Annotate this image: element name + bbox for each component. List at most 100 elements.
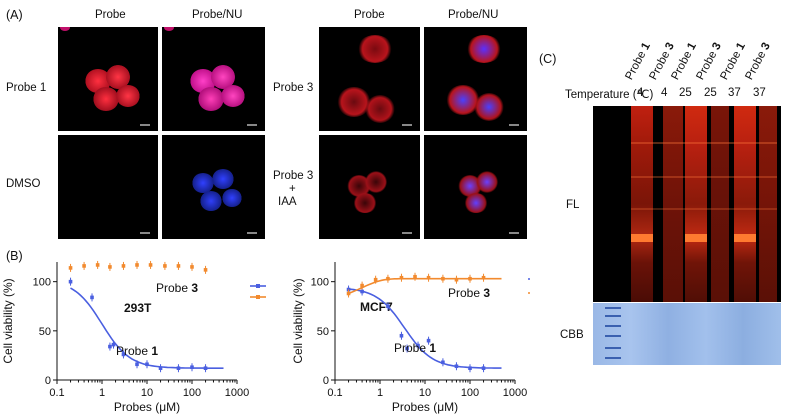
- y-tick-label: 0: [45, 375, 51, 387]
- micrograph-probe3-iaa-probe: [319, 135, 420, 239]
- micrograph-probe3-iaa-merge: [424, 135, 527, 239]
- data-point: [203, 366, 208, 370]
- data-point: [68, 279, 73, 284]
- legend-marker-1: [256, 284, 260, 288]
- x-tick-label: 1000: [503, 387, 527, 399]
- chart-293t: 0 50 100 0.1 1 10 100 1000 Probes (μM) Cell viabi…: [1, 260, 266, 414]
- data-point: [399, 333, 404, 338]
- micrograph-dmso-merge: [162, 135, 265, 239]
- data-point: [481, 366, 486, 370]
- legend-marker-2: [256, 295, 260, 299]
- col-header-probe-nu-right: Probe/NU: [448, 9, 499, 21]
- x-tick-label: 1000: [225, 387, 249, 399]
- fl-label: FL: [566, 199, 580, 211]
- temperature-value-3: 25: [679, 87, 692, 99]
- data-point: [360, 283, 364, 288]
- data-point: [190, 265, 194, 269]
- lane-label-6: Probe 3: [743, 40, 773, 82]
- data-point: [176, 264, 181, 268]
- data-point: [176, 366, 181, 370]
- x-axis-label: Probes (μM): [392, 400, 458, 414]
- data-point: [203, 268, 208, 272]
- data-point: [468, 276, 472, 281]
- data-point: [441, 360, 445, 365]
- data-point: [405, 346, 409, 351]
- gel-cbb-image: [593, 303, 781, 365]
- x-tick-label: 100: [183, 387, 201, 399]
- temperature-value-2: 4: [661, 87, 668, 99]
- y-tick-label: 50: [39, 326, 51, 338]
- temperature-value-4: 25: [704, 87, 717, 99]
- series-label-2: Probe 3: [448, 286, 490, 300]
- data-point: [111, 342, 116, 347]
- data-point: [68, 266, 73, 270]
- data-point: [145, 362, 149, 367]
- data-point: [108, 265, 112, 269]
- y-tick-label: 100: [33, 277, 51, 289]
- row-label-probe-3: Probe 3: [273, 82, 314, 94]
- data-point: [468, 366, 472, 370]
- data-point: [148, 263, 153, 267]
- row-label-probe-3-iaa: Probe 3 + IAA: [273, 170, 314, 208]
- x-tick-label: 1: [377, 387, 383, 399]
- panel-c-letter: (C): [539, 52, 557, 66]
- cbb-label: CBB: [560, 329, 584, 341]
- y-tick-label: 50: [317, 326, 329, 338]
- temperature-value-6: 37: [753, 87, 766, 99]
- temperature-label: Temperature (℃): [565, 89, 654, 101]
- x-tick-label: 1: [99, 387, 105, 399]
- temperature-value-5: 37: [728, 87, 741, 99]
- col-header-probe-right: Probe: [354, 9, 385, 21]
- col-header-probe-nu-left: Probe/NU: [192, 9, 243, 21]
- chart-mcf7: 0 50 100 0.1 1 10 100 1000 Probes (μM) Cell viabi…: [291, 262, 530, 414]
- data-point: [135, 362, 139, 367]
- series-label-1: Probe 1: [394, 341, 436, 355]
- micrograph-probe1-probe: [58, 27, 158, 131]
- data-point: [163, 264, 167, 268]
- data-point: [108, 344, 112, 349]
- gel-fluorescence-image: [593, 106, 781, 302]
- data-point: [95, 263, 100, 267]
- data-point: [416, 343, 420, 348]
- micrograph-probe3-merge: [424, 27, 527, 131]
- y-axis-label: Cell viability (%): [1, 278, 15, 363]
- data-point: [346, 291, 351, 296]
- data-point: [426, 338, 431, 343]
- series-label-2: Probe 3: [156, 281, 198, 295]
- data-point: [82, 264, 86, 268]
- micrograph-probe3-probe: [319, 27, 420, 131]
- panel-b-letter: (B): [6, 249, 23, 263]
- data-point: [386, 276, 390, 281]
- x-axis-label: Probes (μM): [114, 400, 180, 414]
- data-point: [373, 277, 378, 282]
- y-tick-label: 0: [323, 375, 329, 387]
- micrograph-probe1-merge: [162, 27, 265, 131]
- row-label-dmso: DMSO: [6, 178, 41, 190]
- data-point: [360, 289, 364, 294]
- data-point: [413, 274, 417, 279]
- col-header-probe-left: Probe: [95, 9, 126, 21]
- data-point: [158, 366, 163, 370]
- panel-a-letter: (A): [6, 8, 23, 22]
- micrograph-dmso-probe: [58, 135, 158, 239]
- x-tick-label: 0.1: [327, 387, 342, 399]
- x-tick-label: 10: [141, 387, 153, 399]
- data-point: [121, 264, 126, 268]
- y-tick-label: 100: [311, 277, 329, 289]
- data-point: [426, 275, 431, 280]
- data-point: [454, 277, 459, 282]
- data-point: [399, 275, 404, 280]
- x-tick-label: 10: [419, 387, 431, 399]
- cell-line-label: 293T: [124, 301, 152, 315]
- y-axis-label: Cell viability (%): [291, 278, 305, 363]
- data-point: [441, 276, 445, 281]
- fit-curve-2: [348, 277, 502, 295]
- x-tick-label: 100: [461, 387, 479, 399]
- series-label-1: Probe 1: [116, 344, 158, 358]
- data-point: [386, 304, 390, 309]
- data-point: [454, 364, 459, 369]
- data-point: [190, 365, 194, 370]
- data-point: [121, 352, 126, 357]
- fit-curve-1: [348, 288, 502, 369]
- x-tick-label: 0.1: [49, 387, 64, 399]
